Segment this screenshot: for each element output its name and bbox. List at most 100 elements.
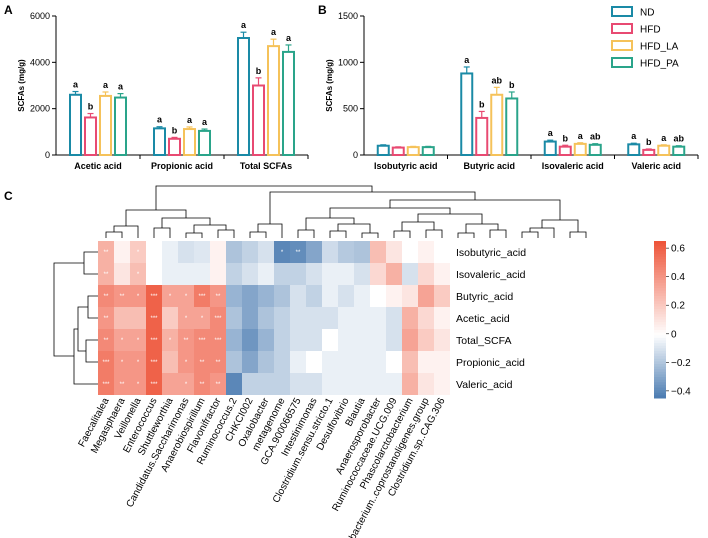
heat-cell [434, 285, 450, 307]
heat-cell [242, 263, 258, 285]
colorbar-tick-label: −0.4 [671, 386, 691, 397]
colorbar-segment [654, 335, 666, 339]
heat-cell [210, 285, 226, 307]
heat-cell [338, 241, 354, 263]
sig-letter: a [73, 80, 79, 90]
sig-letter: b [563, 133, 569, 143]
heat-star: ** [120, 382, 125, 388]
colorbar-segment [654, 363, 666, 368]
heat-cell [402, 241, 418, 263]
heat-cell [114, 373, 130, 395]
heat-row-label: Acetic_acid [456, 313, 510, 325]
colorbar-segment [654, 248, 666, 252]
heat-cell [290, 241, 306, 263]
heat-cell [354, 373, 370, 395]
colorbar-tick-label: −0.2 [671, 358, 691, 369]
heat-cell [274, 373, 290, 395]
colorbar-tick-label: 0.4 [671, 272, 685, 283]
colorbar-segment [654, 301, 666, 305]
y-tick-label: 0 [45, 150, 50, 160]
colorbar-segment [654, 348, 666, 352]
y-axis-label: SCFAs (mg/g) [325, 59, 334, 112]
row-dendrogram [53, 251, 98, 385]
colorbar-segment [654, 261, 666, 266]
heat-cell [178, 351, 194, 373]
heat-cell [418, 373, 434, 395]
heat-cell [418, 351, 434, 373]
heat-cell [210, 241, 226, 263]
heat-star: ** [296, 250, 301, 256]
heat-cell [98, 263, 114, 285]
legend-swatch-HFD [611, 23, 633, 34]
sig-letter: ab [590, 132, 601, 142]
colorbar-segment [654, 275, 666, 279]
heat-cell [258, 263, 274, 285]
bar-ND-2 [237, 37, 250, 157]
heat-cell [434, 373, 450, 395]
colorbar-segment [654, 246, 666, 250]
colorbar-segment [654, 329, 666, 334]
y-tick-label: 4000 [30, 57, 50, 67]
heat-star: * [169, 294, 172, 300]
x-tick-label: Acetic acid [74, 161, 122, 171]
heat-cell [402, 263, 418, 285]
colorbar-segment [654, 285, 666, 289]
heat-cell [226, 329, 242, 351]
bar-HFD-2 [252, 84, 265, 156]
heat-cell [194, 285, 210, 307]
heat-cell [178, 307, 194, 329]
heat-cell [194, 307, 210, 329]
heat-cell [162, 307, 178, 329]
sig-letter: a [464, 55, 470, 65]
colorbar-segment [654, 387, 666, 391]
heat-cell [402, 285, 418, 307]
heat-cell [178, 329, 194, 351]
colorbar-segment [654, 337, 666, 341]
heat-cell [162, 241, 178, 263]
heat-cell [306, 307, 322, 329]
heatmap-c: ** * * ** Isobutyric_acid** * Isovaleric_acid*… [77, 241, 526, 538]
heat-star: * [137, 360, 140, 366]
heat-cell [274, 263, 290, 285]
sig-letter: b [479, 99, 485, 109]
heat-cell [114, 307, 130, 329]
sig-letter: ab [491, 75, 502, 85]
x-tick-label: Isobutyric acid [374, 161, 438, 171]
heat-cell [258, 307, 274, 329]
x-tick-label: Isovaleric acid [542, 161, 604, 171]
bar-ND-3 [627, 143, 641, 157]
sig-letter: b [646, 137, 652, 147]
heat-star: *** [150, 382, 158, 388]
colorbar-tick-label: 0.6 [671, 244, 685, 255]
heat-cell [338, 373, 354, 395]
heat-star: * [121, 360, 124, 366]
colorbar-segment [654, 264, 666, 268]
bar-HFD_PA-0 [421, 146, 435, 157]
heat-star: * [137, 250, 140, 256]
heat-cell [322, 263, 338, 285]
colorbar-segment [654, 327, 666, 331]
heat-cell [290, 263, 306, 285]
colorbar-segment [654, 345, 666, 349]
bar-HFD_PA-2 [282, 50, 295, 156]
colorbar-segment [654, 350, 666, 355]
heat-cell [130, 307, 146, 329]
colorbar-segment [654, 295, 666, 300]
heat-cell [354, 307, 370, 329]
colorbar-segment [654, 392, 666, 396]
heat-star: *** [102, 360, 110, 366]
heat-cell [434, 329, 450, 351]
heat-cell [194, 351, 210, 373]
heat-cell [226, 351, 242, 373]
colorbar-segment [654, 272, 666, 276]
heat-star: * [185, 316, 188, 322]
heat-star: ** [184, 338, 189, 344]
heat-cell [354, 263, 370, 285]
colorbar-tick-label: 0.2 [671, 301, 685, 312]
chart-b: 0 500 1000 1500 SCFAs (mg/g) Isobutyric acid B… [325, 11, 699, 171]
colorbar-segment [654, 319, 666, 323]
colorbar-segment [654, 358, 666, 362]
heat-cell [274, 241, 290, 263]
colorbar-segment [654, 288, 666, 292]
colorbar-segment [654, 366, 666, 370]
